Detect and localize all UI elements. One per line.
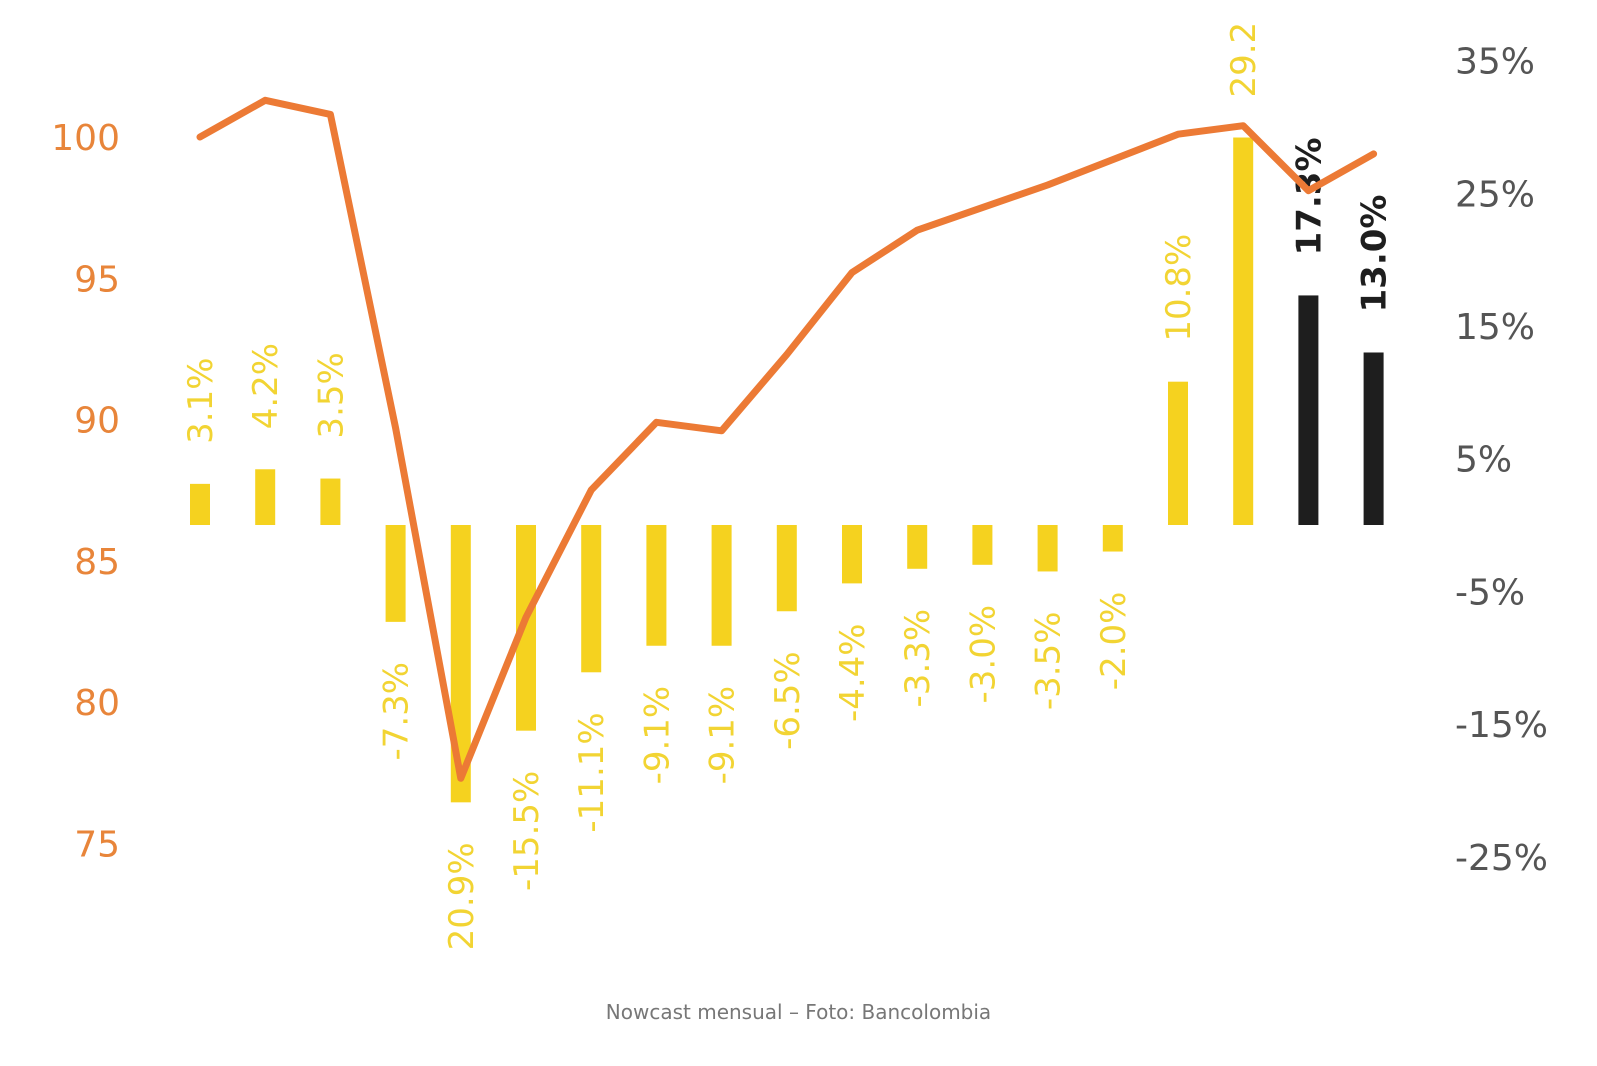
bar (907, 525, 928, 569)
bar-label: 17.3% (1289, 137, 1329, 255)
right-axis-tick: -25% (1455, 838, 1548, 879)
bar-label: -6.5% (768, 651, 808, 750)
right-axis-tick: 35% (1455, 42, 1535, 83)
left-axis-tick: 90 (74, 401, 120, 442)
bar-label: 13.0% (1355, 195, 1395, 313)
bar (1037, 525, 1058, 572)
bar (842, 525, 862, 584)
bar-label: -3.0% (963, 605, 1003, 704)
bar-label: 3.1% (181, 357, 221, 443)
bar-label: 4.2% (246, 343, 286, 429)
bar-label: 29.2 (1224, 22, 1264, 98)
right-axis-tick: 25% (1455, 174, 1535, 215)
left-axis-tick: 80 (74, 683, 120, 724)
bar (1102, 525, 1123, 552)
bar (190, 483, 210, 525)
bar-label: -11.1% (572, 712, 612, 832)
bar-label: -7.3% (377, 662, 417, 761)
bar-series (190, 137, 1384, 803)
bar (320, 478, 341, 525)
left-axis-tick: 100 (51, 118, 120, 159)
bar-label: -9.1% (703, 686, 743, 785)
bar-label: 3.5% (311, 352, 351, 438)
bar (581, 525, 602, 673)
bar-label: -9.1% (637, 686, 677, 785)
bar (711, 525, 732, 646)
bar-label: -3.3% (898, 609, 938, 708)
bar (1233, 137, 1254, 526)
bar-label: -3.5% (1029, 611, 1069, 710)
left-axis-tick: 95 (74, 259, 120, 300)
bar-label: 20.9% (442, 842, 482, 950)
bar (1168, 381, 1188, 525)
nowcast-chart: 100 95 90 85 80 75 35% 25% 15% 5% -5% -15% -25% 3.1… (51, 22, 1548, 951)
chart-caption: Nowcast mensual – Foto: Bancolombia (605, 1000, 992, 1024)
left-axis-tick: 75 (74, 824, 120, 865)
bar (255, 469, 276, 525)
right-axis-tick: -15% (1455, 705, 1548, 746)
index-line (196, 96, 1378, 782)
bar-label: -2.0% (1094, 592, 1134, 691)
bar-labels: 3.1% 4.2% 3.5%-7.3%20.9%-15.5% -11.1% -9.1% -… (181, 22, 1395, 951)
forecast-bar (1363, 352, 1384, 525)
bar (776, 525, 797, 612)
right-axis-ticks: 35% 25% 15% 5% -5% -15% -25% (1455, 42, 1548, 879)
bar (385, 525, 406, 622)
bar-label: -4.4% (833, 623, 873, 722)
right-axis-tick: 15% (1455, 307, 1535, 348)
bar-label: -15.5% (507, 771, 547, 891)
bar-label: 10.8% (1159, 234, 1199, 342)
right-axis-tick: 5% (1455, 440, 1512, 481)
forecast-bar (1298, 295, 1319, 525)
bar (972, 525, 993, 565)
bar (516, 525, 536, 731)
right-axis-tick: -5% (1455, 572, 1525, 613)
left-axis-ticks: 100 95 90 85 80 75 (51, 118, 120, 865)
left-axis-tick: 85 (74, 542, 120, 583)
bar (646, 525, 667, 646)
